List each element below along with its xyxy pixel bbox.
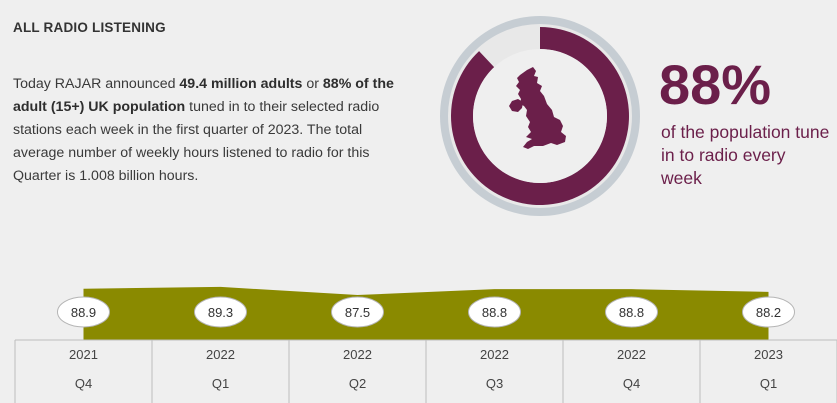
- data-point: 87.5: [331, 296, 384, 328]
- data-bubble: [742, 296, 795, 328]
- data-bubble: [194, 296, 247, 328]
- x-tick-year: 2022: [480, 347, 509, 362]
- x-tick-quarter: Q4: [623, 376, 640, 391]
- x-tick-year: 2022: [206, 347, 235, 362]
- data-point: 88.8: [605, 296, 658, 328]
- data-label: 89.3: [208, 305, 233, 320]
- intro-text-1: Today RAJAR announced: [13, 76, 180, 92]
- section-title: ALL RADIO LISTENING: [13, 20, 166, 35]
- data-bubble: [57, 296, 110, 328]
- data-bubble: [468, 296, 521, 328]
- intro-population-figure: 88% of the adult (15+) UK population: [13, 76, 394, 115]
- data-point: 88.9: [57, 296, 110, 328]
- intro-text-3: tuned in to their selected radio station…: [13, 99, 380, 184]
- x-tick-quarter: Q2: [349, 376, 366, 391]
- data-label: 87.5: [345, 305, 370, 320]
- x-tick-quarter: Q3: [486, 376, 503, 391]
- intro-paragraph: Today RAJAR announced 49.4 million adult…: [13, 73, 413, 188]
- area-series: [83, 286, 769, 340]
- data-label: 88.2: [756, 305, 781, 320]
- listening-trend-chart: 88.9 89.3 87.5 88.8 88.8 88.2 2021 Q4 2022 Q1 2022…: [14, 286, 837, 403]
- x-tick-year: 2022: [343, 347, 372, 362]
- data-bubble: [605, 296, 658, 328]
- data-bubble: [331, 296, 384, 328]
- x-tick-quarter: Q1: [760, 376, 777, 391]
- data-point: 89.3: [194, 296, 247, 328]
- data-point: 88.2: [742, 296, 795, 328]
- x-tick-quarter: Q4: [75, 376, 92, 391]
- percent-headline: 88%: [659, 53, 772, 116]
- data-label: 88.8: [482, 305, 507, 320]
- x-tick-year: 2022: [617, 347, 646, 362]
- x-tick-year: 2023: [754, 347, 783, 362]
- data-point: 88.8: [468, 296, 521, 328]
- x-tick-year: 2021: [69, 347, 98, 362]
- x-tick-quarter: Q1: [212, 376, 229, 391]
- uk-map-icon: [509, 67, 566, 149]
- intro-text-2: or: [302, 76, 323, 92]
- percent-caption: of the population tune in to radio every…: [661, 122, 830, 188]
- data-label: 88.8: [619, 305, 644, 320]
- data-label: 88.9: [71, 305, 96, 320]
- population-donut: [440, 16, 640, 216]
- intro-adults-figure: 49.4 million adults: [179, 76, 303, 92]
